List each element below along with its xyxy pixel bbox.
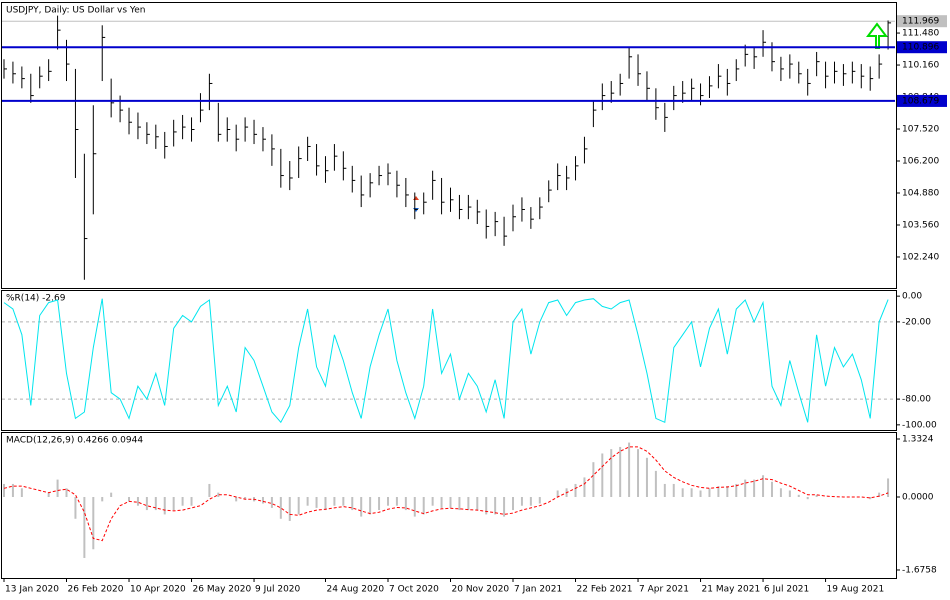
y-tick-label: -80.00 [902, 395, 931, 405]
x-tick-label: 19 Aug 2021 [827, 585, 885, 595]
wpr-title: %R(14) -2.69 [6, 294, 66, 304]
macd-frame [1, 432, 897, 579]
y-tick-label: -20.00 [902, 317, 931, 327]
x-tick-label: 7 Apr 2021 [639, 585, 689, 595]
x-tick-label: 6 Jul 2021 [764, 585, 809, 595]
x-tick-label: 20 Nov 2020 [452, 585, 510, 595]
last-price-box [897, 15, 947, 28]
y-tick-label: -100.00 [902, 420, 937, 430]
frames [1, 2, 897, 579]
x-tick-label: 7 Oct 2020 [389, 585, 439, 595]
y-tick-label: 0.00 [902, 292, 922, 302]
x-tick-label: 22 Feb 2021 [577, 585, 633, 595]
up-arrow-icon [866, 22, 888, 49]
x-tick-label: 26 May 2020 [193, 585, 252, 595]
level-label: 108.679 [902, 96, 939, 106]
macd-title: MACD(12,26,9) 0.4266 0.0944 [6, 436, 143, 446]
x-tick-label: 10 Apr 2020 [130, 585, 186, 595]
signal-line [3, 446, 889, 542]
level-label: 110.896 [902, 43, 939, 53]
x-tick-label: 24 Aug 2020 [326, 585, 384, 595]
y-tick-label: 102.240 [902, 252, 939, 262]
x-tick-label: 7 Jan 2021 [514, 585, 562, 595]
y-tick-label: -1.6758 [902, 565, 937, 575]
price-frame [1, 2, 897, 289]
y-tick-label: 110.160 [902, 61, 939, 71]
level-box [897, 41, 947, 54]
wpr-line [3, 298, 889, 424]
price-title: USDJPY, Daily: US Dollar vs Yen [6, 6, 145, 16]
y-tick-label: 0.0000 [902, 493, 934, 503]
x-tick-label: 13 Jan 2020 [5, 585, 59, 595]
level-box [897, 94, 947, 107]
y-tick-label: 104.880 [902, 189, 939, 199]
y-tick-label: 103.560 [902, 220, 939, 230]
x-tick-label: 9 Jul 2020 [255, 585, 300, 595]
last-price-label: 111.969 [902, 17, 939, 27]
y-tick-label: 111.480 [902, 29, 939, 39]
y-tick-label: 107.520 [902, 125, 939, 135]
wpr-frame [1, 290, 897, 431]
x-tick-label: 26 Feb 2020 [68, 585, 124, 595]
y-tick-label: 1.3324 [902, 434, 934, 444]
x-tick-label: 21 May 2021 [702, 585, 761, 595]
y-tick-label: 106.200 [902, 157, 939, 167]
